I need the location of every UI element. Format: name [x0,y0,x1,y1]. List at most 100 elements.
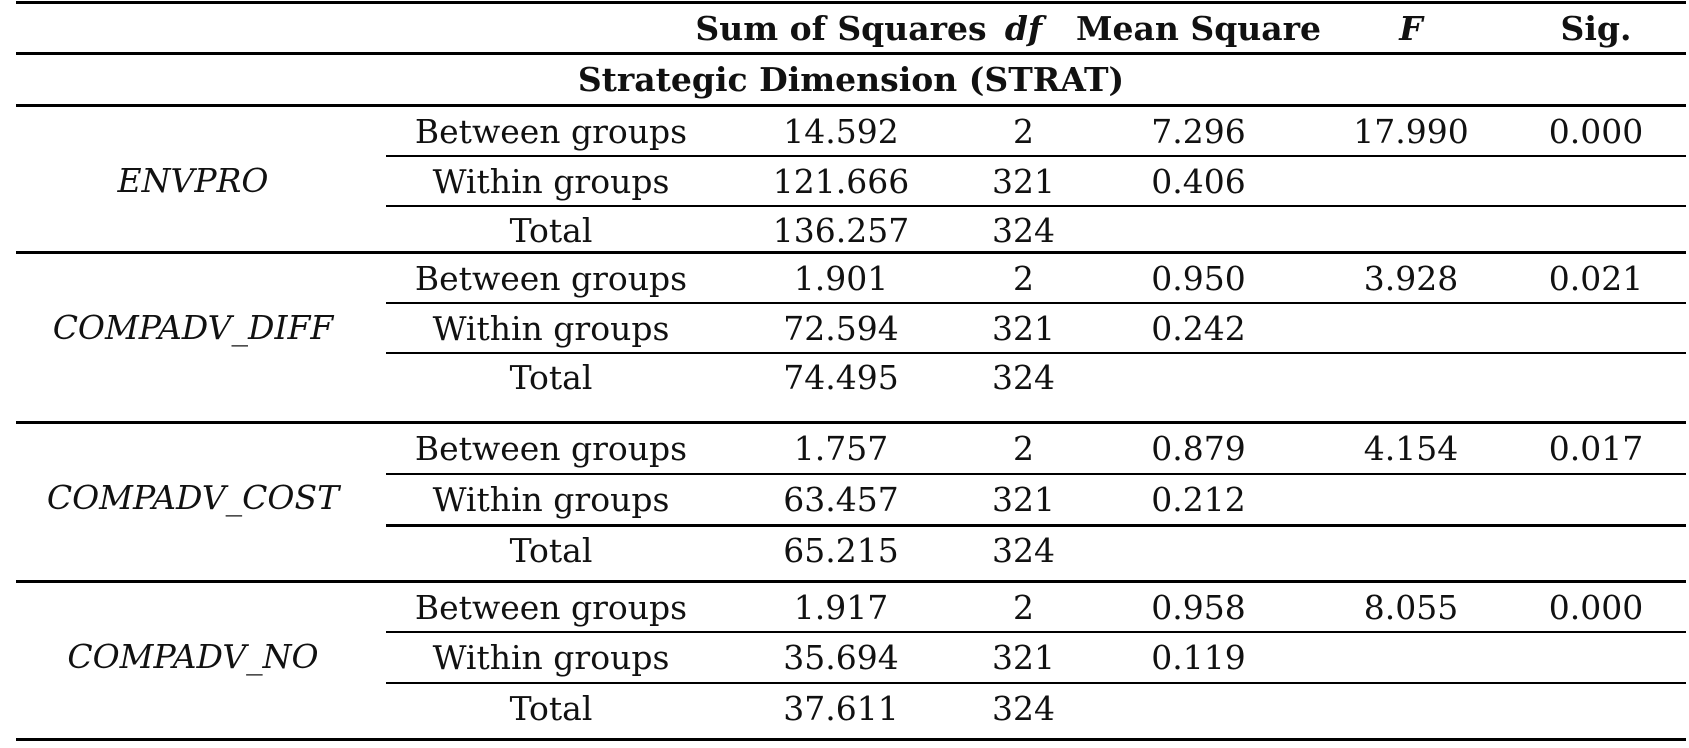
source-cell: Between groups [414,428,688,468]
sig-cell [1506,633,1686,681]
sig-cell [1506,475,1686,523]
sum-of-squares-cell: 14.592 [783,111,899,151]
sum-of-squares-cell: 72.594 [783,308,899,348]
group-rule [16,251,1686,254]
row-rule [386,205,1686,207]
source-cell: Within groups [432,161,670,201]
sig-cell: 0.000 [1548,111,1644,151]
mean-square-cell: 0.958 [1151,587,1246,627]
group-rule [16,580,1686,583]
sum-of-squares-cell: 37.611 [783,688,899,728]
row-rule [386,473,1686,475]
variable-label: COMPADV_NO [67,637,319,676]
header-row: Sum of Squares df Mean Square F Sig. [16,4,1686,52]
f-cell: 3.928 [1363,258,1459,298]
f-cell [1316,157,1506,205]
mean-square-cell: 0.242 [1151,308,1246,348]
f-cell: 8.055 [1363,587,1459,627]
table-row: Total 37.611 324 [16,684,1686,732]
header-mean-square: Mean Square [1075,8,1322,48]
mean-square-cell [1081,353,1316,401]
f-cell [1316,475,1506,523]
variable-label: COMPADV_DIFF [52,308,334,347]
row-rule [386,302,1686,304]
sum-of-squares-cell: 121.666 [772,161,910,201]
table-row: Within groups 121.666 321 0.406 [16,157,1686,205]
f-cell [1316,684,1506,732]
variable-group-envpro: ENVPRO Between groups 14.592 2 7.296 17.… [16,107,1686,254]
source-cell: Within groups [432,308,670,348]
row-rule [386,631,1686,633]
sum-of-squares-cell: 63.457 [783,479,899,519]
f-cell [1316,633,1506,681]
header-df: df [1004,8,1043,48]
table-row: Total 136.257 324 [16,206,1686,254]
f-cell [1316,353,1506,401]
sum-of-squares-cell: 74.495 [783,357,899,397]
bottom-rule [16,738,1686,741]
df-cell: 324 [992,688,1055,728]
row-rule [386,682,1686,684]
group-rule [16,421,1686,424]
section-title-row: Strategic Dimension (STRAT) [16,55,1686,103]
f-cell [1316,304,1506,352]
sig-cell [1506,526,1686,574]
variable-label: ENVPRO [117,161,269,200]
mean-square-cell: 0.879 [1151,428,1246,468]
source-cell: Total [509,530,593,570]
f-cell: 4.154 [1363,428,1459,468]
variable-group-compadv-diff: COMPADV_DIFF Between groups 1.901 2 0.95… [16,254,1686,401]
sum-of-squares-cell: 1.757 [793,428,889,468]
mean-square-cell: 7.296 [1151,111,1246,151]
source-cell: Between groups [414,587,688,627]
source-cell: Between groups [414,258,688,298]
df-cell: 2 [1013,111,1034,151]
df-cell: 321 [992,308,1055,348]
source-cell: Within groups [432,637,670,677]
table-row: Between groups 1.757 2 0.879 4.154 0.017 [16,424,1686,472]
df-cell: 2 [1013,428,1034,468]
df-cell: 324 [992,530,1055,570]
section-title: Strategic Dimension (STRAT) [577,59,1125,99]
f-cell: 17.990 [1353,111,1469,151]
sig-cell: 0.021 [1548,258,1644,298]
sum-of-squares-cell: 1.901 [793,258,889,298]
sig-cell [1506,684,1686,732]
mean-square-cell: 0.406 [1151,161,1246,201]
sig-cell [1506,157,1686,205]
table-row: Between groups 14.592 2 7.296 17.990 0.0… [16,107,1686,155]
source-cell: Within groups [432,479,670,519]
df-cell: 324 [992,357,1055,397]
source-cell: Between groups [414,111,688,151]
variable-label: COMPADV_COST [46,478,340,517]
df-cell: 321 [992,637,1055,677]
mean-square-cell: 0.119 [1151,637,1246,677]
row-rule [386,352,1686,354]
df-cell: 324 [992,210,1055,250]
row-rule [386,155,1686,157]
f-cell [1316,526,1506,574]
mean-square-cell: 0.212 [1151,479,1246,519]
table-row: Total 74.495 324 [16,353,1686,401]
row-rule [386,524,1686,527]
sum-of-squares-cell: 35.694 [783,637,899,677]
header-rule [16,52,1686,55]
source-cell: Total [509,688,593,728]
df-cell: 2 [1013,258,1034,298]
mean-square-cell [1081,526,1316,574]
header-sum-of-squares: Sum of Squares [695,8,987,48]
df-cell: 2 [1013,587,1034,627]
sig-cell [1506,353,1686,401]
variable-group-compadv-cost: COMPADV_COST Between groups 1.757 2 0.87… [16,424,1686,571]
sum-of-squares-cell: 65.215 [783,530,899,570]
source-cell: Total [509,357,593,397]
header-sig: Sig. [1560,8,1632,48]
table-row: Between groups 1.917 2 0.958 8.055 0.000 [16,583,1686,631]
sig-cell: 0.017 [1548,428,1644,468]
mean-square-cell [1081,684,1316,732]
header-f: F [1399,8,1423,48]
sig-cell [1506,206,1686,254]
mean-square-cell [1081,206,1316,254]
variable-group-compadv-no: COMPADV_NO Between groups 1.917 2 0.958 … [16,583,1686,730]
df-cell: 321 [992,161,1055,201]
